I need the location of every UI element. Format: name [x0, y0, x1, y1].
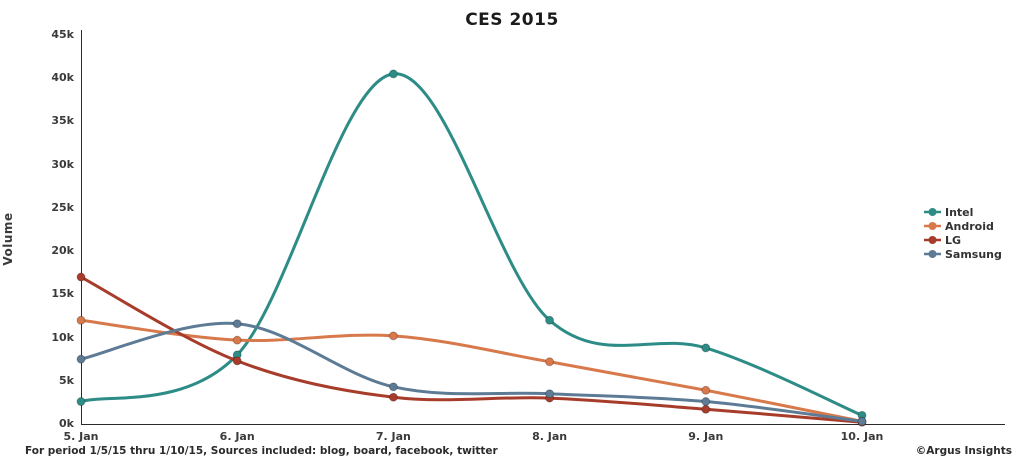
data-point-android: [701, 385, 711, 395]
data-point-lg: [232, 356, 242, 366]
legend-marker-icon: [924, 208, 941, 216]
legend-item-android[interactable]: Android: [924, 219, 1002, 233]
series-line-lg: [79, 275, 864, 424]
data-point-lg: [701, 404, 711, 414]
series-line-android: [79, 318, 864, 423]
legend-item-intel[interactable]: Intel: [924, 205, 1002, 219]
data-point-android: [232, 335, 242, 345]
y-axis-tick-label: 10k: [51, 330, 74, 344]
x-axis-tick-label: 9. Jan: [688, 430, 724, 443]
data-point-samsung: [701, 397, 711, 407]
data-point-android: [388, 331, 398, 341]
data-point-lg: [388, 392, 398, 402]
y-axis-tick-label: 45k: [51, 28, 74, 41]
x-axis-tick-label: 7. Jan: [375, 430, 411, 443]
x-axis-tick-label: 8. Jan: [532, 430, 568, 443]
y-axis-tick-label: 20k: [51, 244, 74, 258]
legend-label: Android: [945, 219, 994, 233]
legend-marker-icon: [924, 236, 941, 244]
legend-marker-icon: [924, 222, 941, 230]
data-point-android: [76, 315, 86, 325]
y-axis-tick-label: 30k: [51, 157, 74, 171]
footnote: For period 1/5/15 thru 1/10/15, Sources …: [25, 445, 498, 457]
x-axis-tick-label: 6. Jan: [219, 430, 255, 443]
legend-label: LG: [945, 233, 962, 247]
data-point-samsung: [232, 319, 242, 329]
data-point-intel: [545, 315, 555, 325]
y-axis-tick-label: 0k: [59, 417, 74, 430]
legend: Intel Android LG Samsung: [924, 205, 1002, 261]
data-point-intel: [76, 397, 86, 407]
data-point-intel: [701, 343, 711, 353]
x-axis-tick-label: 10. Jan: [840, 430, 884, 443]
legend-label: Samsung: [945, 247, 1002, 261]
data-point-intel: [388, 69, 398, 79]
x-axis-tick-label: 5. Jan: [63, 430, 99, 443]
data-point-samsung: [857, 416, 867, 426]
y-axis-tick-label: 15k: [51, 287, 74, 301]
y-axis-tick-label: 25k: [51, 200, 74, 214]
data-point-samsung: [545, 389, 555, 399]
legend-label: Intel: [945, 205, 974, 219]
y-axis-tick-label: 5k: [59, 373, 74, 387]
data-point-samsung: [388, 382, 398, 392]
y-axis-tick-label: 35k: [51, 114, 74, 128]
data-point-lg: [76, 272, 86, 282]
data-point-samsung: [76, 354, 86, 364]
legend-item-samsung[interactable]: Samsung: [924, 247, 1002, 261]
credit: ©Argus Insights: [915, 445, 1012, 457]
series-line-samsung: [79, 321, 864, 423]
chart-title: CES 2015: [465, 10, 559, 30]
y-axis-tick-label: 40k: [51, 71, 74, 85]
legend-item-lg[interactable]: LG: [924, 233, 1002, 247]
data-point-android: [545, 357, 555, 367]
series-line-intel: [79, 72, 864, 417]
legend-marker-icon: [924, 250, 941, 258]
